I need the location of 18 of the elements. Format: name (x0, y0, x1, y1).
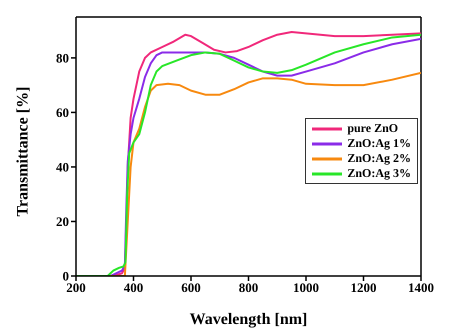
y-tick-label: 60 (56, 105, 69, 120)
x-tick-label: 800 (238, 280, 258, 296)
y-tick-label: 20 (56, 214, 69, 230)
y-tick-label: 40 (56, 160, 69, 175)
x-tick-label: 600 (181, 280, 201, 296)
x-tick-label: 1200 (350, 280, 376, 296)
y-axis-title: Transmittance [%] (14, 86, 32, 216)
x-tick-label: 200 (66, 280, 86, 296)
legend-label: ZnO:Ag 1% (347, 136, 411, 151)
x-tick-label: 1000 (293, 280, 319, 296)
y-tick-label: 0 (62, 268, 69, 284)
legend-label: ZnO:Ag 2% (347, 151, 411, 166)
legend-label: ZnO:Ag 3% (347, 166, 411, 181)
legend-label: pure ZnO (347, 121, 398, 136)
x-tick-label: 400 (124, 280, 144, 296)
y-tick-label: 80 (56, 50, 69, 66)
x-axis-title: Wavelength [nm] (190, 311, 308, 328)
x-tick-label: 1400 (408, 280, 434, 296)
